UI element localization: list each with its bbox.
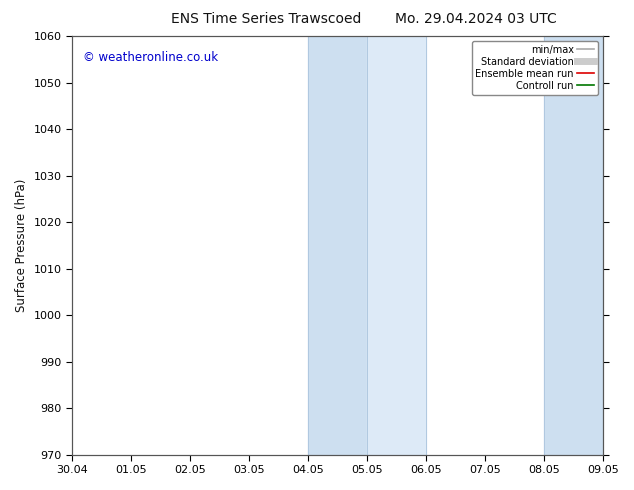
Bar — [544, 36, 603, 455]
Y-axis label: Surface Pressure (hPa): Surface Pressure (hPa) — [15, 179, 28, 312]
Text: ENS Time Series Trawscoed: ENS Time Series Trawscoed — [171, 12, 361, 26]
Bar — [308, 36, 367, 455]
Bar — [367, 36, 426, 455]
Text: © weatheronline.co.uk: © weatheronline.co.uk — [82, 51, 218, 64]
Legend: min/max, Standard deviation, Ensemble mean run, Controll run: min/max, Standard deviation, Ensemble me… — [472, 41, 598, 95]
Text: Mo. 29.04.2024 03 UTC: Mo. 29.04.2024 03 UTC — [394, 12, 557, 26]
